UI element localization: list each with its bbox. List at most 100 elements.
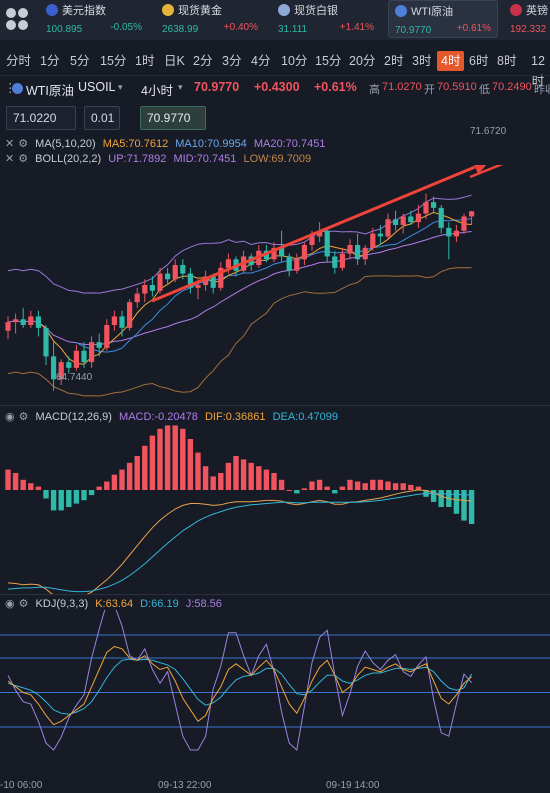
tab-timeframe[interactable]: 20分 [349, 54, 376, 68]
app-logo-icon[interactable] [4, 6, 30, 32]
quote-change: +0.61% [456, 23, 491, 34]
macd-bar [104, 481, 110, 490]
candle-body [400, 216, 406, 225]
candle-body [81, 350, 87, 363]
tab-timeframe[interactable]: 15分 [315, 54, 342, 68]
macd-bar [142, 445, 148, 490]
close-icon[interactable]: ✕ [5, 138, 15, 150]
candle-body [28, 316, 34, 325]
chevron-down-icon[interactable]: ▾ [118, 82, 123, 92]
candle-body [431, 202, 437, 208]
tab-timeframe-active[interactable]: 4时 [437, 51, 465, 71]
j-value: J:58.56 [185, 598, 222, 610]
candle-body [111, 316, 117, 325]
candle-body [20, 319, 26, 325]
candle-body [347, 245, 353, 254]
candle-body [195, 285, 201, 288]
macd-bar [316, 479, 323, 490]
kdj-chart[interactable] [0, 610, 550, 778]
symbol-code[interactable]: USOIL [78, 80, 116, 94]
tab-timeframe[interactable]: 8时 [497, 54, 517, 68]
d-line [7, 658, 473, 715]
macd-bar [50, 490, 57, 511]
price-input[interactable]: 71.0220 [6, 106, 76, 130]
candle-body [104, 325, 110, 348]
dea-line [7, 493, 472, 593]
candle-body [127, 302, 133, 328]
gear-icon[interactable]: ⚙ [18, 598, 29, 610]
macd-bar [377, 479, 384, 490]
time-axis-label: 09-19 14:00 [326, 780, 380, 791]
pane-divider [0, 594, 550, 595]
gear-icon[interactable]: ⚙ [18, 411, 29, 423]
macd-bar [400, 483, 406, 490]
macd-bar [202, 466, 209, 490]
candle-body [317, 230, 323, 237]
macd-bar [286, 490, 292, 491]
tab-timeframe[interactable]: 10分 [281, 54, 308, 68]
symbol-name[interactable]: WTI原油 [26, 84, 74, 98]
quote-card-wti[interactable]: WTI原油 70.9770 +0.61% [388, 0, 498, 38]
gear-icon[interactable]: ⚙ [18, 153, 29, 165]
tab-timeframe[interactable]: 12时 [531, 54, 545, 88]
eye-icon[interactable]: ◉ [5, 411, 15, 423]
ma10-line [76, 218, 472, 353]
quote-card-usd-index[interactable]: 美元指数 100.895 -0.05% [40, 0, 148, 38]
quote-price: 70.9770 [395, 25, 432, 36]
target-price-input[interactable]: 70.9770 [140, 106, 206, 130]
step-input[interactable]: 0.01 [84, 106, 120, 130]
tab-timeframe[interactable]: 6时 [469, 54, 489, 68]
macd-bar [210, 476, 216, 490]
macd-chart[interactable] [0, 424, 550, 594]
macd-bar [88, 490, 95, 496]
macd-bar [81, 490, 87, 501]
tab-timeframe[interactable]: 5分 [70, 54, 90, 68]
quote-strip: 美元指数 100.895 -0.05% 现货黄金 2638.99 +0.40% … [0, 0, 550, 40]
tab-timeframe[interactable]: 2时 [384, 54, 404, 68]
macd-bar [256, 466, 262, 490]
quote-change: +1.41% [339, 22, 374, 33]
candle-body [66, 362, 72, 368]
candle-body [324, 230, 330, 257]
candle-body [355, 245, 361, 260]
quote-card-gold[interactable]: 现货黄金 2638.99 +0.40% [156, 0, 264, 38]
period-select[interactable]: 4小时 [141, 84, 173, 98]
close-icon[interactable]: ✕ [5, 153, 15, 165]
chevron-down-icon[interactable]: ▾ [178, 82, 183, 92]
macd-bar [438, 490, 444, 507]
macd-bar [461, 490, 467, 521]
macd-bar [385, 481, 391, 490]
candle-body [294, 259, 300, 271]
macd-bar [187, 439, 194, 490]
tab-timeframe[interactable]: 日K [164, 54, 185, 68]
price-chart[interactable] [0, 165, 550, 405]
candle-body [218, 267, 224, 288]
candle-body [51, 356, 57, 380]
macd-bar [430, 490, 437, 502]
macd-bar [195, 452, 201, 490]
candle-body [408, 216, 414, 223]
macd-bar [43, 490, 49, 499]
candle-body [332, 256, 338, 268]
quote-card-silver[interactable]: 现货白银 31.111 +1.41% [272, 0, 380, 38]
j-line [7, 610, 472, 751]
tab-timeframe[interactable]: 2分 [193, 54, 213, 68]
quote-card-gbp[interactable]: 英镑 192.332 [504, 0, 550, 38]
eye-icon[interactable]: ◉ [5, 598, 15, 610]
tab-timeframe[interactable]: 15分 [100, 54, 127, 68]
trendline-annotation [151, 165, 476, 303]
macd-bar [149, 435, 156, 490]
dif-line [7, 489, 472, 594]
macd-bar [339, 486, 346, 490]
tab-timeframe[interactable]: 1分 [40, 54, 60, 68]
tab-timeframe[interactable]: 3时 [412, 54, 432, 68]
tab-timeframe[interactable]: 3分 [222, 54, 242, 68]
candle-body [172, 265, 178, 280]
boll-legend: ✕ ⚙ BOLL(20,2,2) UP:71.7892 MID:70.7451 L… [5, 152, 315, 165]
macd-bar [294, 490, 300, 494]
gear-icon[interactable]: ⚙ [18, 138, 29, 150]
tab-timeframe[interactable]: 1时 [135, 54, 155, 68]
tab-timeframe[interactable]: 4分 [251, 54, 271, 68]
tab-timeframe[interactable]: 分时 [6, 54, 32, 68]
macd-bar [332, 490, 338, 494]
